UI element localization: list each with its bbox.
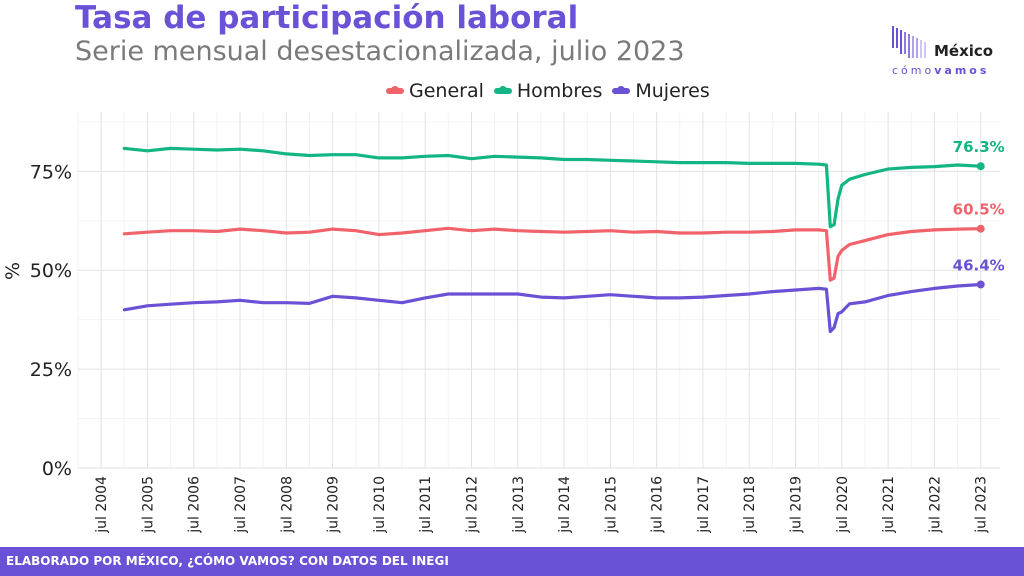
series-line-mujeres xyxy=(122,282,983,334)
legend-label-mujeres: Mujeres xyxy=(635,80,710,102)
x-tick-label: jul 2015 xyxy=(603,476,619,534)
x-tick-label: jul 2016 xyxy=(650,476,666,534)
x-tick-label: jul 2021 xyxy=(881,476,897,534)
logo-text-vamos: vamos xyxy=(934,64,990,77)
legend-item-general: General xyxy=(386,80,484,102)
x-tick-label: jul 2007 xyxy=(233,476,249,534)
series-end-label-mujeres: 46.4% xyxy=(953,256,1005,274)
logo-text-como: cómo xyxy=(892,64,935,77)
mexico-como-vamos-logo: México cómovamos xyxy=(892,24,1002,80)
series-end-point-general xyxy=(976,224,985,233)
legend-item-hombres: Hombres xyxy=(493,80,603,102)
legend-label-general: General xyxy=(409,80,484,102)
x-tick-label: jul 2005 xyxy=(140,476,156,534)
logo-text-mexico: México xyxy=(934,42,994,60)
y-tick-label: 25% xyxy=(30,359,72,381)
x-tick-label: jul 2017 xyxy=(696,476,712,534)
chart-title: Tasa de participación laboral xyxy=(75,0,579,36)
x-tick-label: jul 2009 xyxy=(326,476,342,534)
legend-swatch-general xyxy=(386,86,404,94)
x-tick-label: jul 2023 xyxy=(974,476,990,534)
x-tick-label: jul 2008 xyxy=(279,476,295,534)
chart-legend: General Hombres Mujeres xyxy=(386,78,710,104)
series-end-label-hombres: 76.3% xyxy=(953,138,1005,156)
y-tick-label: 0% xyxy=(42,458,72,480)
footer-bar: ELABORADO POR MÉXICO, ¿CÓMO VAMOS? CON D… xyxy=(0,547,1024,576)
series-end-point-hombres xyxy=(976,162,985,171)
logo-bars-icon xyxy=(892,26,926,58)
x-tick-label: jul 2018 xyxy=(742,476,758,534)
series-end-label-general: 60.5% xyxy=(953,201,1005,219)
x-tick-label: jul 2004 xyxy=(94,476,110,534)
line-chart: 0% 25% 50% 75% jul 2004 jul 2005 jul 2006 jul 2… xyxy=(30,112,1005,534)
series-line-general xyxy=(122,226,983,282)
legend-swatch-mujeres xyxy=(612,86,631,94)
x-tick-label: jul 2020 xyxy=(835,476,851,534)
x-tick-label: jul 2011 xyxy=(418,476,434,534)
legend-swatch-hombres xyxy=(493,86,512,94)
series-line-hombres xyxy=(122,146,983,229)
legend-item-mujeres: Mujeres xyxy=(612,80,710,102)
x-tick-label: jul 2013 xyxy=(511,476,527,534)
x-tick-label: jul 2022 xyxy=(927,476,943,534)
x-tick-label: jul 2014 xyxy=(557,476,573,534)
footer-credit: ELABORADO POR MÉXICO, ¿CÓMO VAMOS? CON D… xyxy=(6,554,449,568)
x-tick-label: jul 2019 xyxy=(789,476,805,534)
x-tick-label: jul 2010 xyxy=(372,476,388,534)
series-end-point-mujeres xyxy=(976,280,985,289)
x-tick-label: jul 2012 xyxy=(464,476,480,534)
legend-label-hombres: Hombres xyxy=(516,80,603,102)
chart-subtitle: Serie mensual desestacionalizada, julio … xyxy=(75,36,685,67)
y-tick-label: 50% xyxy=(30,260,72,282)
y-tick-label: 75% xyxy=(30,161,72,183)
x-tick-label: jul 2006 xyxy=(187,476,203,534)
logo-text-como-vamos: cómovamos xyxy=(892,64,989,77)
